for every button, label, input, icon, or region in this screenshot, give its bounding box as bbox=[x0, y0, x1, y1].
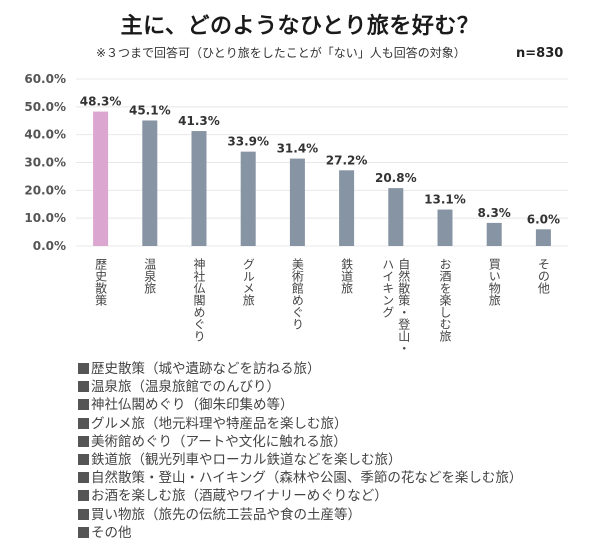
chart-subtitle: ※３つまで回答可（ひとり旅をしたことが「ない」人も回答の対象） bbox=[96, 46, 466, 60]
category-note: 鉄道旅（観光列車やローカル鉄道などを楽しむ旅） bbox=[78, 451, 522, 469]
category-labels: 歴史散策 温泉旅 神社仏閣めぐり グルメ旅 美術館めぐり 鉄道旅 自然散策・登山・ハイキング… bbox=[94, 257, 551, 354]
chart-title: 主に、どのようなひとり旅を好む？ bbox=[120, 14, 480, 39]
category-note: 買い物旅（旅先の伝統工芸品や食の土産等） bbox=[78, 506, 522, 524]
value-label: 31.4% bbox=[277, 142, 319, 156]
bar bbox=[142, 120, 158, 246]
category-label: お酒を楽しむ旅 bbox=[438, 258, 452, 342]
category-note-text: 鉄道旅（観光列車やローカル鉄道などを楽しむ旅） bbox=[91, 452, 402, 469]
square-bullet-icon bbox=[78, 381, 89, 393]
y-tick-label: 40.0% bbox=[24, 128, 66, 142]
sample-size: n=830 bbox=[516, 46, 564, 61]
category-note: 温泉旅（温泉旅館でのんびり） bbox=[78, 378, 522, 396]
category-note-text: 買い物旅（旅先の伝統工芸品や食の土産等） bbox=[91, 506, 361, 523]
category-label: 神社仏閣めぐり bbox=[192, 258, 206, 342]
value-labels: 48.3% 45.1% 41.3% 33.9% 31.4% 27.2% 20.8% 13.1%… bbox=[80, 95, 560, 227]
category-label: グルメ旅 bbox=[241, 258, 255, 306]
gridlines bbox=[76, 78, 568, 247]
value-label: 6.0% bbox=[527, 212, 560, 226]
square-bullet-icon bbox=[78, 399, 89, 411]
y-tick-label: 50.0% bbox=[24, 100, 66, 114]
category-note: お酒を楽しむ旅（酒蔵やワイナリーめぐりなど） bbox=[78, 487, 522, 505]
value-label: 45.1% bbox=[129, 103, 171, 117]
category-label: 鉄道旅 bbox=[340, 257, 354, 294]
bar bbox=[535, 229, 551, 246]
category-note: グルメ旅（地元料理や特産品を楽しむ旅） bbox=[78, 415, 522, 433]
category-note: 神社仏閣めぐり（御朱印集め等） bbox=[78, 396, 522, 414]
bar bbox=[486, 222, 502, 246]
category-note-text: お酒を楽しむ旅（酒蔵やワイナリーめぐりなど） bbox=[91, 488, 388, 505]
square-bullet-icon bbox=[78, 472, 89, 484]
square-bullet-icon bbox=[78, 490, 89, 502]
bar bbox=[240, 151, 256, 246]
category-note-text: グルメ旅（地元料理や特産品を楽しむ旅） bbox=[91, 415, 348, 432]
bar-chart: 0.0% 10.0% 20.0% 30.0% 40.0% 50.0% 60.0% 48.3%… bbox=[24, 72, 568, 354]
y-tick-label: 60.0% bbox=[24, 72, 66, 86]
bar bbox=[388, 188, 404, 246]
square-bullet-icon bbox=[78, 363, 89, 374]
value-label: 20.8% bbox=[375, 171, 417, 185]
category-note-text: 神社仏閣めぐり（御朱印集め等） bbox=[91, 397, 294, 414]
y-axis-ticks: 0.0% 10.0% 20.0% 30.0% 40.0% 50.0% 60.0% bbox=[24, 72, 66, 253]
value-label: 41.3% bbox=[178, 114, 220, 128]
value-label: 8.3% bbox=[478, 206, 511, 220]
value-label: 33.9% bbox=[227, 135, 269, 149]
value-label: 13.1% bbox=[424, 193, 466, 207]
square-bullet-icon bbox=[78, 526, 89, 538]
y-tick-label: 0.0% bbox=[33, 239, 66, 253]
square-bullet-icon bbox=[78, 435, 89, 447]
category-label: 買い物旅 bbox=[487, 258, 501, 306]
category-note-text: 歴史散策（城や遺跡などを訪ねる旅） bbox=[91, 361, 321, 377]
square-bullet-icon bbox=[78, 417, 89, 429]
category-note: 歴史散策（城や遺跡などを訪ねる旅） bbox=[78, 360, 522, 378]
category-note-text: 温泉旅（温泉旅館でのんびり） bbox=[91, 379, 280, 396]
category-note-text: その他 bbox=[91, 524, 132, 541]
bar bbox=[93, 111, 109, 246]
value-label: 27.2% bbox=[326, 153, 368, 167]
category-note: 自然散策・登山・ハイキング（森林や公園、季節の花などを楽しむ旅） bbox=[78, 469, 522, 487]
bar bbox=[339, 170, 355, 246]
category-note-text: 美術館めぐり（アートや文化に触れる旅） bbox=[91, 433, 347, 450]
bar bbox=[191, 131, 207, 246]
y-tick-label: 10.0% bbox=[24, 211, 66, 225]
category-label: ハイキング bbox=[381, 258, 395, 318]
category-note: その他 bbox=[78, 524, 522, 542]
category-label: 自然散策・登山・ bbox=[397, 258, 411, 354]
y-tick-label: 20.0% bbox=[24, 183, 66, 197]
square-bullet-icon bbox=[78, 508, 89, 520]
category-label: 温泉旅 bbox=[143, 258, 157, 294]
bars bbox=[93, 111, 551, 246]
bar bbox=[289, 158, 305, 246]
category-note: 美術館めぐり（アートや文化に触れる旅） bbox=[78, 433, 522, 451]
category-label: その他 bbox=[536, 258, 550, 294]
value-label: 48.3% bbox=[80, 95, 122, 109]
category-notes: 歴史散策（城や遺跡などを訪ねる旅） 温泉旅（温泉旅館でのんびり） 神社仏閣めぐり（御… bbox=[78, 360, 522, 542]
square-bullet-icon bbox=[78, 454, 89, 466]
y-tick-label: 30.0% bbox=[24, 156, 66, 170]
bar bbox=[437, 209, 453, 246]
category-label: 歴史散策 bbox=[94, 258, 108, 306]
category-note-text: 自然散策・登山・ハイキング（森林や公園、季節の花などを楽しむ旅） bbox=[91, 470, 523, 487]
category-label: 美術館めぐり bbox=[290, 258, 304, 330]
